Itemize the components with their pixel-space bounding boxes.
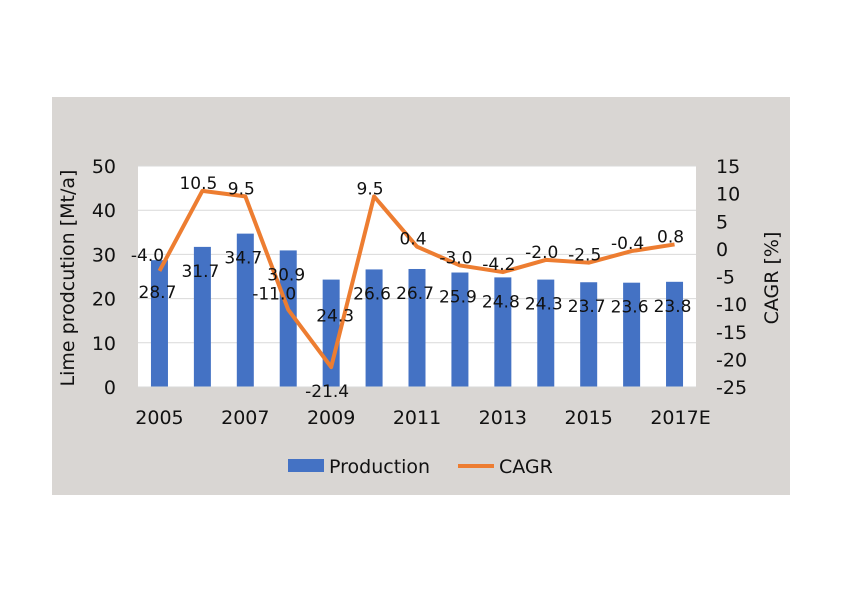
bar-data-label: 26.6 — [353, 284, 391, 304]
bar-2007 — [236, 233, 254, 387]
y2-tick-label: 5 — [716, 211, 728, 233]
bar-2017E — [666, 281, 684, 387]
y2-axis-title: CAGR [%] — [761, 232, 783, 325]
y-tick-label: 40 — [92, 200, 116, 222]
y-tick-label: 0 — [104, 377, 116, 399]
bar-2005 — [150, 260, 168, 387]
bar-data-label: 24.3 — [316, 307, 354, 327]
y2-tick-label: -20 — [716, 349, 747, 371]
cagr-data-label: -2.5 — [568, 246, 601, 266]
bar-2013 — [494, 277, 512, 387]
x-tick-label: 2007 — [221, 407, 269, 429]
cagr-data-label: -2.0 — [525, 243, 558, 263]
bar-data-label: 24.8 — [482, 292, 520, 312]
cagr-data-label: 0.8 — [657, 227, 684, 247]
cagr-data-label: -21.4 — [305, 382, 349, 402]
legend-production-swatch — [288, 459, 324, 472]
y-tick-label: 10 — [92, 333, 116, 355]
cagr-line — [157, 188, 675, 370]
bar-data-label: 24.3 — [525, 295, 563, 315]
y2-tick-label: 0 — [716, 239, 728, 261]
bar-2014 — [537, 279, 555, 387]
y2-tick-label: -10 — [716, 294, 747, 316]
y2-tick-label: -5 — [716, 267, 735, 289]
bar-data-label: 23.6 — [611, 298, 649, 318]
x-tick-label: 2017E — [650, 407, 710, 429]
legend-cagr-label: CAGR — [499, 456, 553, 478]
cagr-data-label: -4.0 — [131, 246, 164, 266]
x-tick-label: 2009 — [307, 407, 355, 429]
y-tick-label: 50 — [92, 156, 116, 178]
y-tick-label: 30 — [92, 244, 116, 266]
bar-2012 — [451, 272, 469, 387]
cagr-data-label: -3.0 — [439, 248, 472, 268]
y-tick-label: 20 — [92, 289, 116, 311]
x-tick-label: 2011 — [393, 407, 441, 429]
cagr-data-label: 10.5 — [179, 174, 217, 194]
bar-2008 — [279, 250, 297, 387]
y2-tick-label: -15 — [716, 322, 747, 344]
x-tick-label: 2005 — [135, 407, 183, 429]
bar-data-label: 23.7 — [568, 297, 606, 317]
x-tick-label: 2015 — [565, 407, 613, 429]
bar-data-label: 26.7 — [396, 284, 434, 304]
bar-data-label: 30.9 — [267, 265, 305, 285]
bar-2015 — [580, 282, 598, 387]
bar-data-label: 28.7 — [139, 283, 177, 303]
cagr-data-label: -11.0 — [252, 285, 296, 305]
bar-data-label: 23.8 — [654, 297, 692, 317]
bar-data-label: 31.7 — [181, 262, 219, 282]
cagr-data-label: -0.4 — [611, 234, 644, 254]
bar-data-label: 25.9 — [439, 288, 477, 308]
cagr-data-label: 9.5 — [228, 179, 255, 199]
legend-production-label: Production — [329, 456, 430, 478]
bar-2016 — [623, 282, 641, 387]
cagr-data-label: 0.4 — [399, 230, 426, 250]
bar-2009 — [322, 279, 340, 387]
x-tick-label: 2013 — [479, 407, 527, 429]
bar-data-label: 34.7 — [224, 249, 262, 269]
bar-2006 — [193, 246, 211, 387]
y-axis-title: Lime prodcution [Mt/a] — [57, 170, 79, 387]
y2-tick-label: 15 — [716, 156, 740, 178]
cagr-data-label: -4.2 — [482, 255, 515, 275]
bar-2011 — [408, 268, 426, 387]
y2-tick-label: 10 — [716, 184, 740, 206]
bar-2010 — [365, 269, 383, 387]
y2-tick-label: -25 — [716, 377, 747, 399]
cagr-data-label: 9.5 — [357, 179, 384, 199]
